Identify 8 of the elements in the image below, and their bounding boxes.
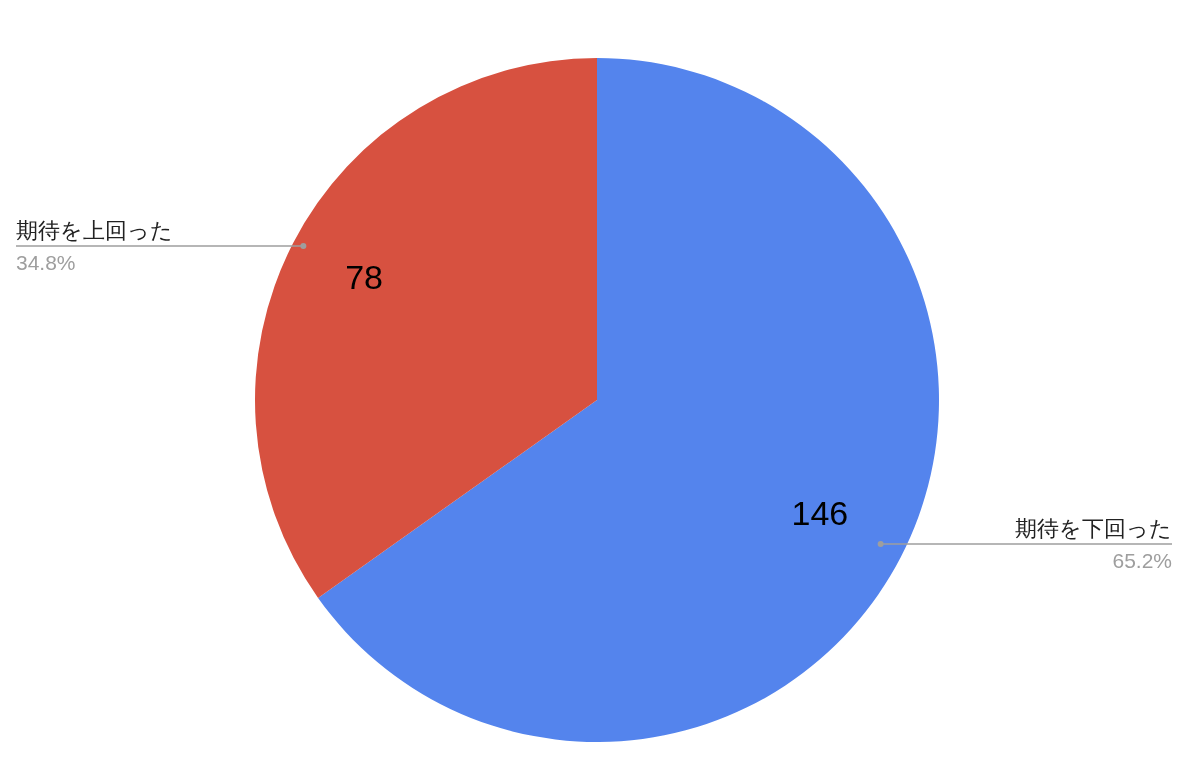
pie-slice [255, 58, 597, 598]
data-label: 146 [791, 493, 849, 532]
data-label: 78 [345, 258, 384, 297]
slice-label: 期待を上回った [16, 217, 173, 243]
pie-slice [318, 58, 939, 742]
text: 65.2% [1112, 549, 1172, 573]
slice-label: 期待を下回った [1015, 516, 1172, 542]
text: 34.8% [16, 250, 76, 274]
